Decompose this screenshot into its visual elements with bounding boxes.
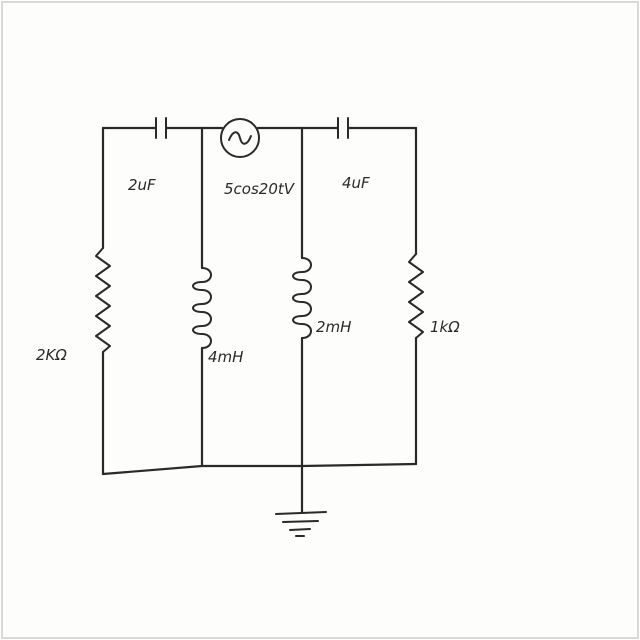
capacitor-icon xyxy=(155,117,167,139)
label-source: 5cos20tV xyxy=(224,180,296,198)
ac-source xyxy=(220,118,260,158)
ac-source-icon xyxy=(220,118,260,158)
label-c2: 4uF xyxy=(342,174,370,192)
sine-wave-icon xyxy=(228,131,252,145)
label-c1: 2uF xyxy=(128,176,156,194)
ground-icon xyxy=(275,511,327,537)
capacitor-icon xyxy=(337,117,349,139)
ground-symbol xyxy=(275,511,327,537)
inductor-icon xyxy=(292,257,312,339)
capacitor-4uf xyxy=(337,117,349,139)
bottom-wire xyxy=(101,462,418,476)
label-r2: 1kΩ xyxy=(430,318,460,336)
label-r1: 2KΩ xyxy=(36,346,67,364)
capacitor-2uf xyxy=(155,117,167,139)
label-l1: 4mH xyxy=(208,348,243,366)
resistor-icon xyxy=(408,253,424,339)
inductor-icon xyxy=(192,267,212,349)
label-l2: 2mH xyxy=(316,318,351,336)
resistor-icon xyxy=(95,247,111,353)
